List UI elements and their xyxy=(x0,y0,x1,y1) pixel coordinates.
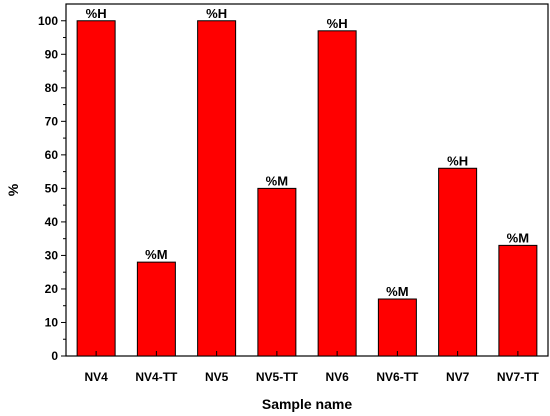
bar-nv5-tt xyxy=(257,187,297,357)
y-tick-label: 90 xyxy=(45,47,59,61)
y-tick-label: 50 xyxy=(45,181,59,195)
x-tick-label: NV6-TT xyxy=(376,370,419,384)
bar-label-nv6-tt: %M xyxy=(386,284,408,299)
bar-label-nv4: %H xyxy=(86,6,107,21)
bar-labels-group: %H %M %H %M %H %M %H %M xyxy=(86,6,529,299)
plot-area: %H%M%H%M%H%M%H%M 0102030405060708090100 … xyxy=(38,3,549,384)
bar-nv5 xyxy=(197,20,237,357)
bars-group xyxy=(76,20,538,357)
bar-label-nv5-tt: %M xyxy=(266,173,288,188)
y-tick-label: 80 xyxy=(45,81,59,95)
y-tick-label: 20 xyxy=(45,282,59,296)
x-tick-label: NV6 xyxy=(325,370,349,384)
bar-nv6 xyxy=(317,30,357,357)
x-axis-ticks: NV4 NV4-TT NV5 NV5-TT NV6 NV6-TT NV7 NV7-TT xyxy=(84,351,540,384)
bar-nv6-tt xyxy=(377,298,417,357)
bar-nv4-tt xyxy=(136,261,176,357)
y-tick-label: 10 xyxy=(45,315,59,329)
y-axis-title: % xyxy=(5,183,21,196)
y-tick-label: 100 xyxy=(38,14,58,28)
plot-frame xyxy=(65,3,549,357)
x-tick-label: NV5-TT xyxy=(256,370,299,384)
bar-nv4 xyxy=(76,20,116,357)
bar-label-nv5: %H xyxy=(206,6,227,21)
y-tick-label: 60 xyxy=(45,148,59,162)
bar-label-nv7-tt: %M xyxy=(507,230,529,245)
x-tick-label: NV7-TT xyxy=(497,370,540,384)
y-tick-label: 0 xyxy=(51,349,58,363)
bar-label-nv4-tt: %M xyxy=(145,247,167,262)
x-tick-label: NV4-TT xyxy=(135,370,178,384)
x-axis-title: Sample name xyxy=(262,396,352,412)
x-tick-label: NV4 xyxy=(84,370,108,384)
bar-label-nv6: %H xyxy=(327,16,348,31)
x-tick-label: NV7 xyxy=(446,370,470,384)
bar-label-nv7: %H xyxy=(447,153,468,168)
x-tick-label: NV5 xyxy=(205,370,229,384)
bar-nv7-tt xyxy=(498,244,538,357)
y-tick-label: 70 xyxy=(45,114,59,128)
y-tick-label: 30 xyxy=(45,248,59,262)
y-axis-ticks: 0 10 20 30 40 50 60 70 80 90 100 xyxy=(38,14,66,363)
y-tick-label: 40 xyxy=(45,215,59,229)
bar-nv7 xyxy=(438,167,478,357)
